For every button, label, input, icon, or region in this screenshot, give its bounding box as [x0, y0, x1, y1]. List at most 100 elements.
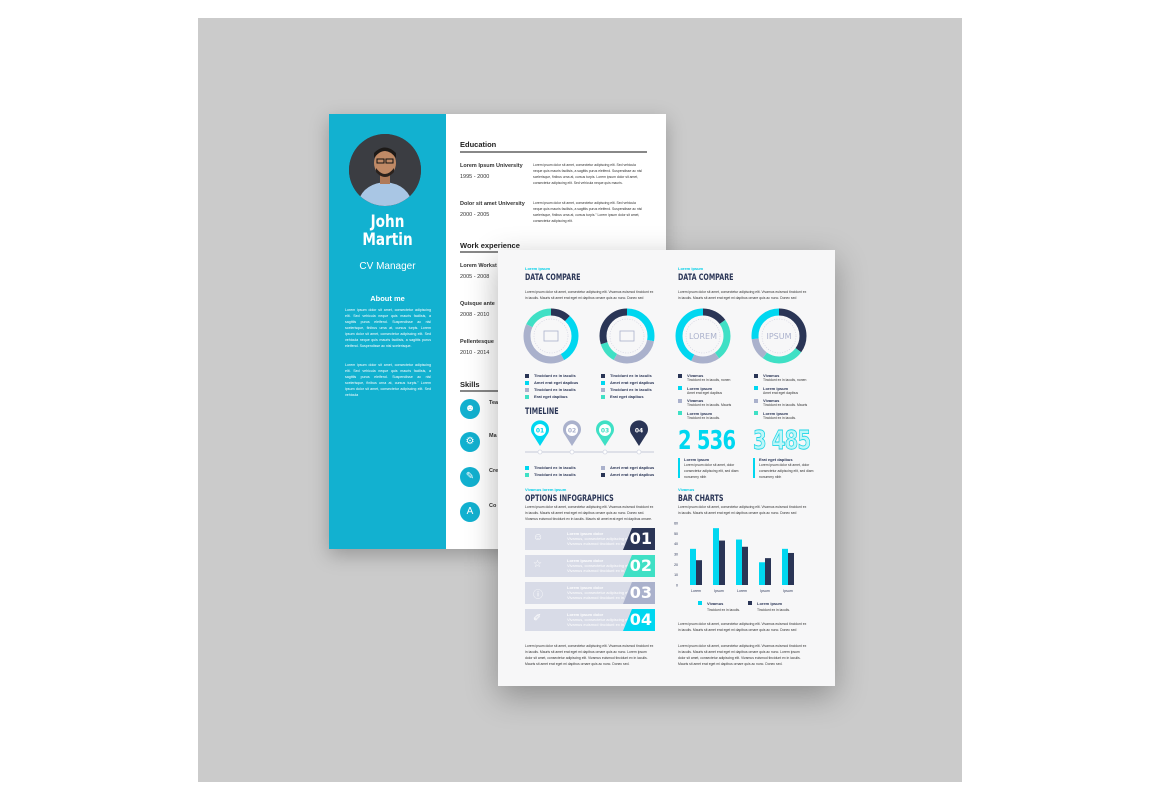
education-name: Lorem Ipsum University: [460, 163, 523, 169]
job-title: CV Manager: [359, 261, 416, 272]
legend-label: Lorem ipsum: [763, 385, 789, 391]
legend-item: Amet erat eget dapibus: [601, 464, 654, 471]
donut-segment: [523, 308, 579, 364]
legend-item: Vivamus Tincidunt ex in iaculis. Mauris: [754, 397, 807, 408]
legend-sub: Tincidunt ex in iaculis.: [757, 608, 790, 612]
legend-swatch: [601, 394, 605, 399]
donut-chart: [599, 308, 655, 364]
team-icon: ☻: [460, 399, 480, 419]
accent-bar: [678, 458, 680, 478]
legend-item: Lorem ipsum Tincidunt ex in iaculis.: [678, 410, 720, 421]
about-paragraph: Lorem ipsum dolor sit amet, consectetur …: [345, 308, 431, 348]
legend-swatch: [678, 411, 682, 415]
option-number: 04: [623, 609, 655, 631]
divider: [460, 151, 647, 153]
education-heading: Education: [460, 140, 497, 149]
bar: [696, 560, 702, 585]
legend-swatch: [601, 387, 605, 392]
option-row: ☆ Lorem ipsum dolor Vivamus, consectetur a…: [525, 555, 655, 577]
legend-swatch: [678, 398, 682, 403]
timeline-title: TIMELINE: [525, 407, 559, 417]
x-tick-label: Ipsum: [714, 589, 724, 593]
legend-sub: Tincidunt ex in iaculis. Mauris: [687, 403, 732, 407]
cv-sidebar: John Martin CV Manager About me Lorem ip…: [329, 114, 446, 549]
legend-swatch: [525, 380, 529, 385]
education-name: Dolor sit amet University: [460, 201, 525, 207]
legend-item: Lorem ipsum Tincidunt ex in iaculis.: [754, 410, 796, 421]
about-paragraph: Lorem ipsum dolor sit amet, consectetur …: [345, 363, 431, 397]
option-row: ☺ Lorem ipsum dolor Vivamus, consectetur a…: [525, 528, 655, 550]
pin-number: 03: [601, 428, 609, 435]
donut-label: LOREM: [689, 332, 717, 341]
option-desc: Vivamus, consectetur adipiscing elit. Vi…: [567, 617, 632, 627]
legend-sub: Tincidunt ex in iaculis.: [707, 608, 740, 612]
star-icon: ☆: [533, 559, 542, 570]
donut-segment: [523, 308, 579, 364]
timeline-pin: 01: [531, 420, 549, 455]
donut-charts: LOREM IPSUM: [523, 308, 807, 364]
infographic-page: Lorem ipsum DATA COMPARE Lorem ipsum dol…: [498, 250, 835, 686]
option-desc: Vivamus, consectetur adipiscing elit. Vi…: [567, 563, 632, 573]
legend-label: Lorem ipsum: [763, 410, 789, 416]
donut-segment: [675, 308, 731, 364]
about-heading: About me: [370, 294, 405, 303]
skills-heading: Skills: [460, 380, 480, 389]
bar: [719, 540, 725, 585]
option-row: ⓘ Lorem ipsum dolor Vivamus, consectetur a…: [525, 582, 655, 604]
section-kicker: Lorem ipsum: [678, 266, 704, 271]
skill-name: Cre: [489, 468, 499, 474]
section-kicker: Vivamus lorem ipsum: [525, 487, 567, 492]
phone-icon: [619, 330, 635, 342]
section-kicker: Lorem ipsum: [525, 266, 551, 271]
legend-item: Amet erat eget dapibus: [601, 471, 654, 478]
option-number: 01: [623, 528, 655, 550]
section-paragraph: Lorem ipsum dolor sit amet, consectetur …: [525, 505, 654, 521]
first-name: John: [370, 212, 405, 232]
y-tick-label: 30: [674, 553, 678, 557]
legend-label: Vivamus: [763, 398, 780, 403]
legend-swatch: [601, 373, 605, 378]
profile-photo: [349, 134, 421, 206]
section-paragraph: Lorem ipsum dolor sit amet, consectetur …: [678, 505, 807, 515]
work-name: Lorem Workst: [460, 263, 497, 269]
legend-sub: Tincidunt ex in iaculis.: [687, 415, 721, 420]
option-desc: Vivamus, consectetur adipiscing elit. Vi…: [567, 536, 632, 546]
pin-number: 02: [568, 428, 576, 435]
bar: [782, 548, 788, 585]
donut-segment: [675, 308, 731, 364]
work-heading: Work experience: [460, 241, 520, 250]
legend-item: Tincidunt ex in iaculis: [525, 372, 576, 379]
legend-item: Tincidunt ex in iaculis: [601, 372, 652, 379]
legend-sub: Tincidunt ex in iaculis, nonen: [763, 378, 807, 382]
user-icon: ☺: [533, 532, 544, 543]
donut-segment: [523, 308, 579, 364]
legend-item: Tincidunt ex in iaculis: [601, 386, 652, 393]
option-number: 02: [623, 555, 655, 577]
donut-segment: [599, 308, 655, 364]
laptop-icon: [543, 330, 559, 342]
option-number: 03: [623, 582, 655, 604]
legend-swatch: [601, 465, 605, 470]
donut-chart: IPSUM: [751, 308, 807, 364]
bar: [765, 558, 771, 585]
legend-label: Erat eget dapibus: [534, 394, 568, 399]
donut-segment: [675, 308, 731, 364]
education-years: 1995 - 2000: [460, 174, 490, 180]
legend-sub: Amet erat eget dapibus: [763, 390, 799, 395]
donut-inner-ring: [533, 318, 569, 354]
donut-chart: [523, 308, 579, 364]
legend-swatch: [678, 373, 682, 378]
legend-sub: Tincidunt ex in iaculis.: [763, 415, 797, 420]
legend-label: Vivamus: [707, 601, 724, 606]
legend-swatch: [601, 472, 605, 477]
section-paragraph: Lorem ipsum dolor sit amet, consectetur …: [525, 644, 654, 666]
legend-item: Tincidunt ex in iaculis: [525, 386, 576, 393]
legend-item: Vivamus Tincidunt ex in iaculis, nonen: [754, 372, 806, 383]
font-icon: A: [460, 502, 480, 522]
legend-swatch: [525, 387, 529, 392]
option-desc: Vivamus, consectetur adipiscing elit. Vi…: [567, 590, 632, 600]
legend-label: Lorem ipsum: [687, 385, 713, 391]
legend-label: Amet erat eget dapibus: [610, 380, 655, 385]
stat-title: Erat eget dapibus: [759, 457, 793, 462]
bar: [759, 562, 765, 585]
